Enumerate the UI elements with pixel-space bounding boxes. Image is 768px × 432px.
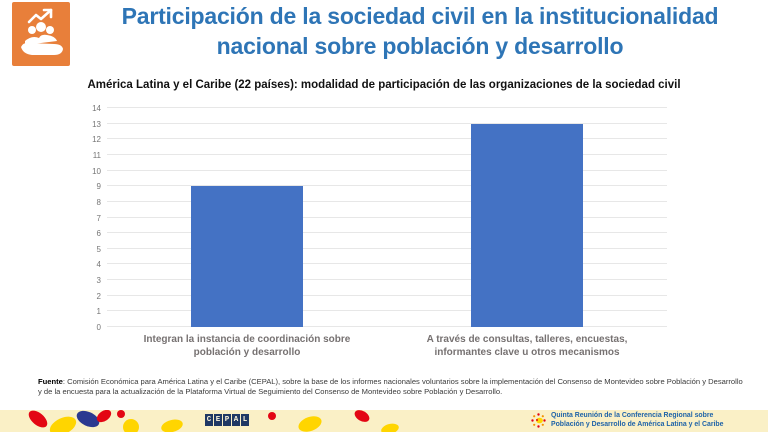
gridline — [107, 153, 667, 155]
x-axis: Integran la instancia de coordinación so… — [107, 333, 667, 359]
y-tick-label: 0 — [96, 323, 101, 332]
gridline — [107, 247, 667, 249]
x-category-label: Integran la instancia de coordinación so… — [143, 334, 351, 358]
source-text: : Comisión Económica para América Latina… — [38, 377, 743, 396]
conference-title-line2: Población y Desarrollo de América Latina… — [551, 420, 724, 428]
y-tick-label: 14 — [92, 104, 101, 113]
y-tick-label: 9 — [96, 182, 101, 192]
hand-people-growth-icon — [21, 8, 63, 55]
gridline — [107, 216, 667, 218]
gridline — [107, 279, 667, 281]
y-tick-label: 2 — [96, 291, 101, 301]
chart-plot-area — [107, 107, 667, 327]
cepal-letter: P — [223, 414, 231, 426]
population-development-icon — [12, 2, 70, 66]
conference-footer: Quinta Reunión de la Conferencia Regiona… — [530, 412, 723, 429]
bar-1 — [471, 123, 583, 327]
y-tick-label: 4 — [96, 260, 101, 270]
chart-title: América Latina y el Caribe (22 países): … — [87, 79, 681, 91]
conference-title: Quinta Reunión de la Conferencia Regiona… — [551, 412, 723, 429]
slide-title: Participación de la sociedad civil en la… — [75, 1, 765, 61]
conference-title-line1: Quinta Reunión de la Conferencia Regiona… — [551, 412, 714, 419]
source-label: Fuente — [38, 377, 63, 386]
y-tick-label: 13 — [92, 119, 101, 129]
y-tick-label: 6 — [96, 229, 101, 239]
gridline — [107, 294, 667, 296]
decorative-petals — [28, 410, 399, 432]
y-tick-label: 5 — [96, 244, 101, 254]
slide-title-line2: nacional sobre población y desarrollo — [216, 33, 624, 59]
gridline — [107, 263, 667, 265]
cepal-letter: A — [232, 414, 240, 426]
source-note: Fuente: Comisión Económica para América … — [38, 377, 744, 397]
cepal-letter: E — [214, 414, 222, 426]
y-tick-label: 3 — [96, 276, 101, 286]
slide-title-line1: Participación de la sociedad civil en la… — [121, 3, 719, 29]
gridline — [107, 122, 667, 124]
gridline — [107, 185, 667, 187]
y-tick-label: 1 — [96, 307, 101, 317]
gridline — [107, 310, 667, 312]
conference-logo-icon — [531, 413, 546, 428]
gridline — [107, 232, 667, 234]
gridline — [107, 107, 667, 108]
cepal-letter: C — [205, 414, 213, 426]
gridline — [107, 200, 667, 202]
y-tick-label: 8 — [96, 197, 101, 207]
bar-0 — [191, 186, 303, 327]
gridline — [107, 169, 667, 171]
cepal-letter: L — [241, 414, 249, 426]
y-tick-label: 7 — [96, 213, 101, 223]
y-tick-label: 11 — [92, 150, 101, 160]
x-category-label: A través de consultas, talleres, encuest… — [426, 334, 628, 358]
y-tick-label: 10 — [92, 166, 101, 176]
gridline — [107, 326, 667, 327]
y-tick-label: 12 — [92, 135, 101, 145]
gridline — [107, 138, 667, 140]
